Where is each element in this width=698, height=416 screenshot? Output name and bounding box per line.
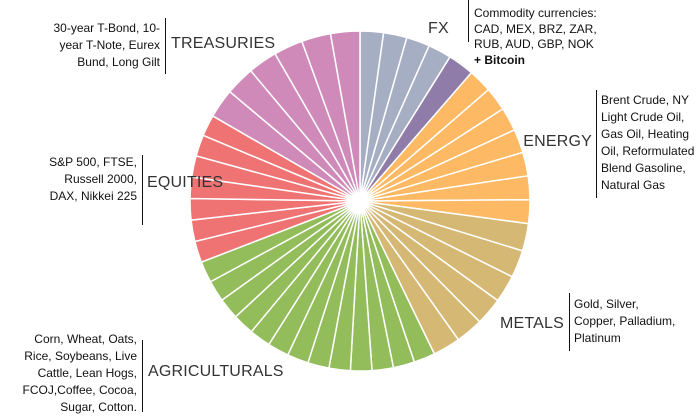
treasuries-description: 30-year T-Bond, 10- year T-Note, Eurex B… [53, 20, 160, 71]
desc-line: Russell 2000, [64, 172, 137, 186]
desc-line: Brent Crude, NY [601, 93, 690, 107]
desc-line: Copper, Palladium, [574, 314, 676, 328]
desc-line: S&P 500, FTSE, [49, 155, 137, 169]
desc-line: Rice, Soybeans, Live [24, 349, 137, 363]
fx-description: Commodity currencies: CAD, MEX, BRZ, ZAR… [474, 6, 597, 68]
bitcoin-note: + Bitcoin [474, 52, 526, 67]
pie-slice-treasuries [329, 30, 361, 202]
desc-line: RUB, AUD, GBP, NOK [474, 37, 594, 51]
treasuries-divider [165, 18, 166, 74]
fx-divider [468, 0, 469, 42]
desc-line: Platinum [574, 331, 621, 345]
desc-line: Blend Gasoline, [601, 161, 686, 175]
fx-title: FX [428, 20, 449, 37]
agriculturals-title: AGRICULTURALS [148, 363, 284, 380]
desc-line: CAD, MEX, BRZ, ZAR, [474, 21, 597, 36]
desc-line: 30-year T-Bond, 10- [53, 21, 160, 35]
desc-line: Bund, Long Gilt [77, 55, 160, 69]
desc-line: Cattle, Lean Hogs, [37, 366, 137, 380]
desc-line: Commodity currencies: [474, 6, 597, 20]
metals-divider [569, 293, 570, 351]
energy-description: Brent Crude, NY Light Crude Oil, Gas Oil… [601, 92, 694, 194]
agriculturals-description: Corn, Wheat, Oats, Rice, Soybeans, Live … [23, 331, 138, 416]
metals-description: Gold, Silver, Copper, Palladium, Platinu… [574, 296, 675, 347]
energy-divider [596, 90, 597, 198]
desc-line: Natural Gas [601, 178, 666, 192]
desc-line: FCOJ,Coffee, Cocoa, [22, 383, 138, 397]
desc-line: year T-Note, Eurex [59, 38, 161, 52]
desc-line: Sugar, Cotton. [60, 400, 137, 414]
desc-line: DAX, Nikkei 225 [49, 189, 137, 203]
desc-line: Light Crude Oil, [601, 110, 685, 124]
desc-line: Oil, Reformulated [601, 144, 695, 158]
energy-title: ENERGY [523, 133, 592, 150]
treasuries-title: TREASURIES [171, 35, 276, 52]
equities-divider [142, 155, 143, 225]
desc-line: Gas Oil, Heating [601, 127, 690, 141]
equities-description: S&P 500, FTSE, Russell 2000, DAX, Nikkei… [49, 154, 137, 205]
metals-title: METALS [499, 315, 564, 332]
desc-line: Corn, Wheat, Oats, [34, 332, 137, 346]
agriculturals-divider [142, 340, 143, 412]
equities-title: EQUITIES [147, 174, 224, 191]
desc-line: Gold, Silver, [574, 297, 639, 311]
